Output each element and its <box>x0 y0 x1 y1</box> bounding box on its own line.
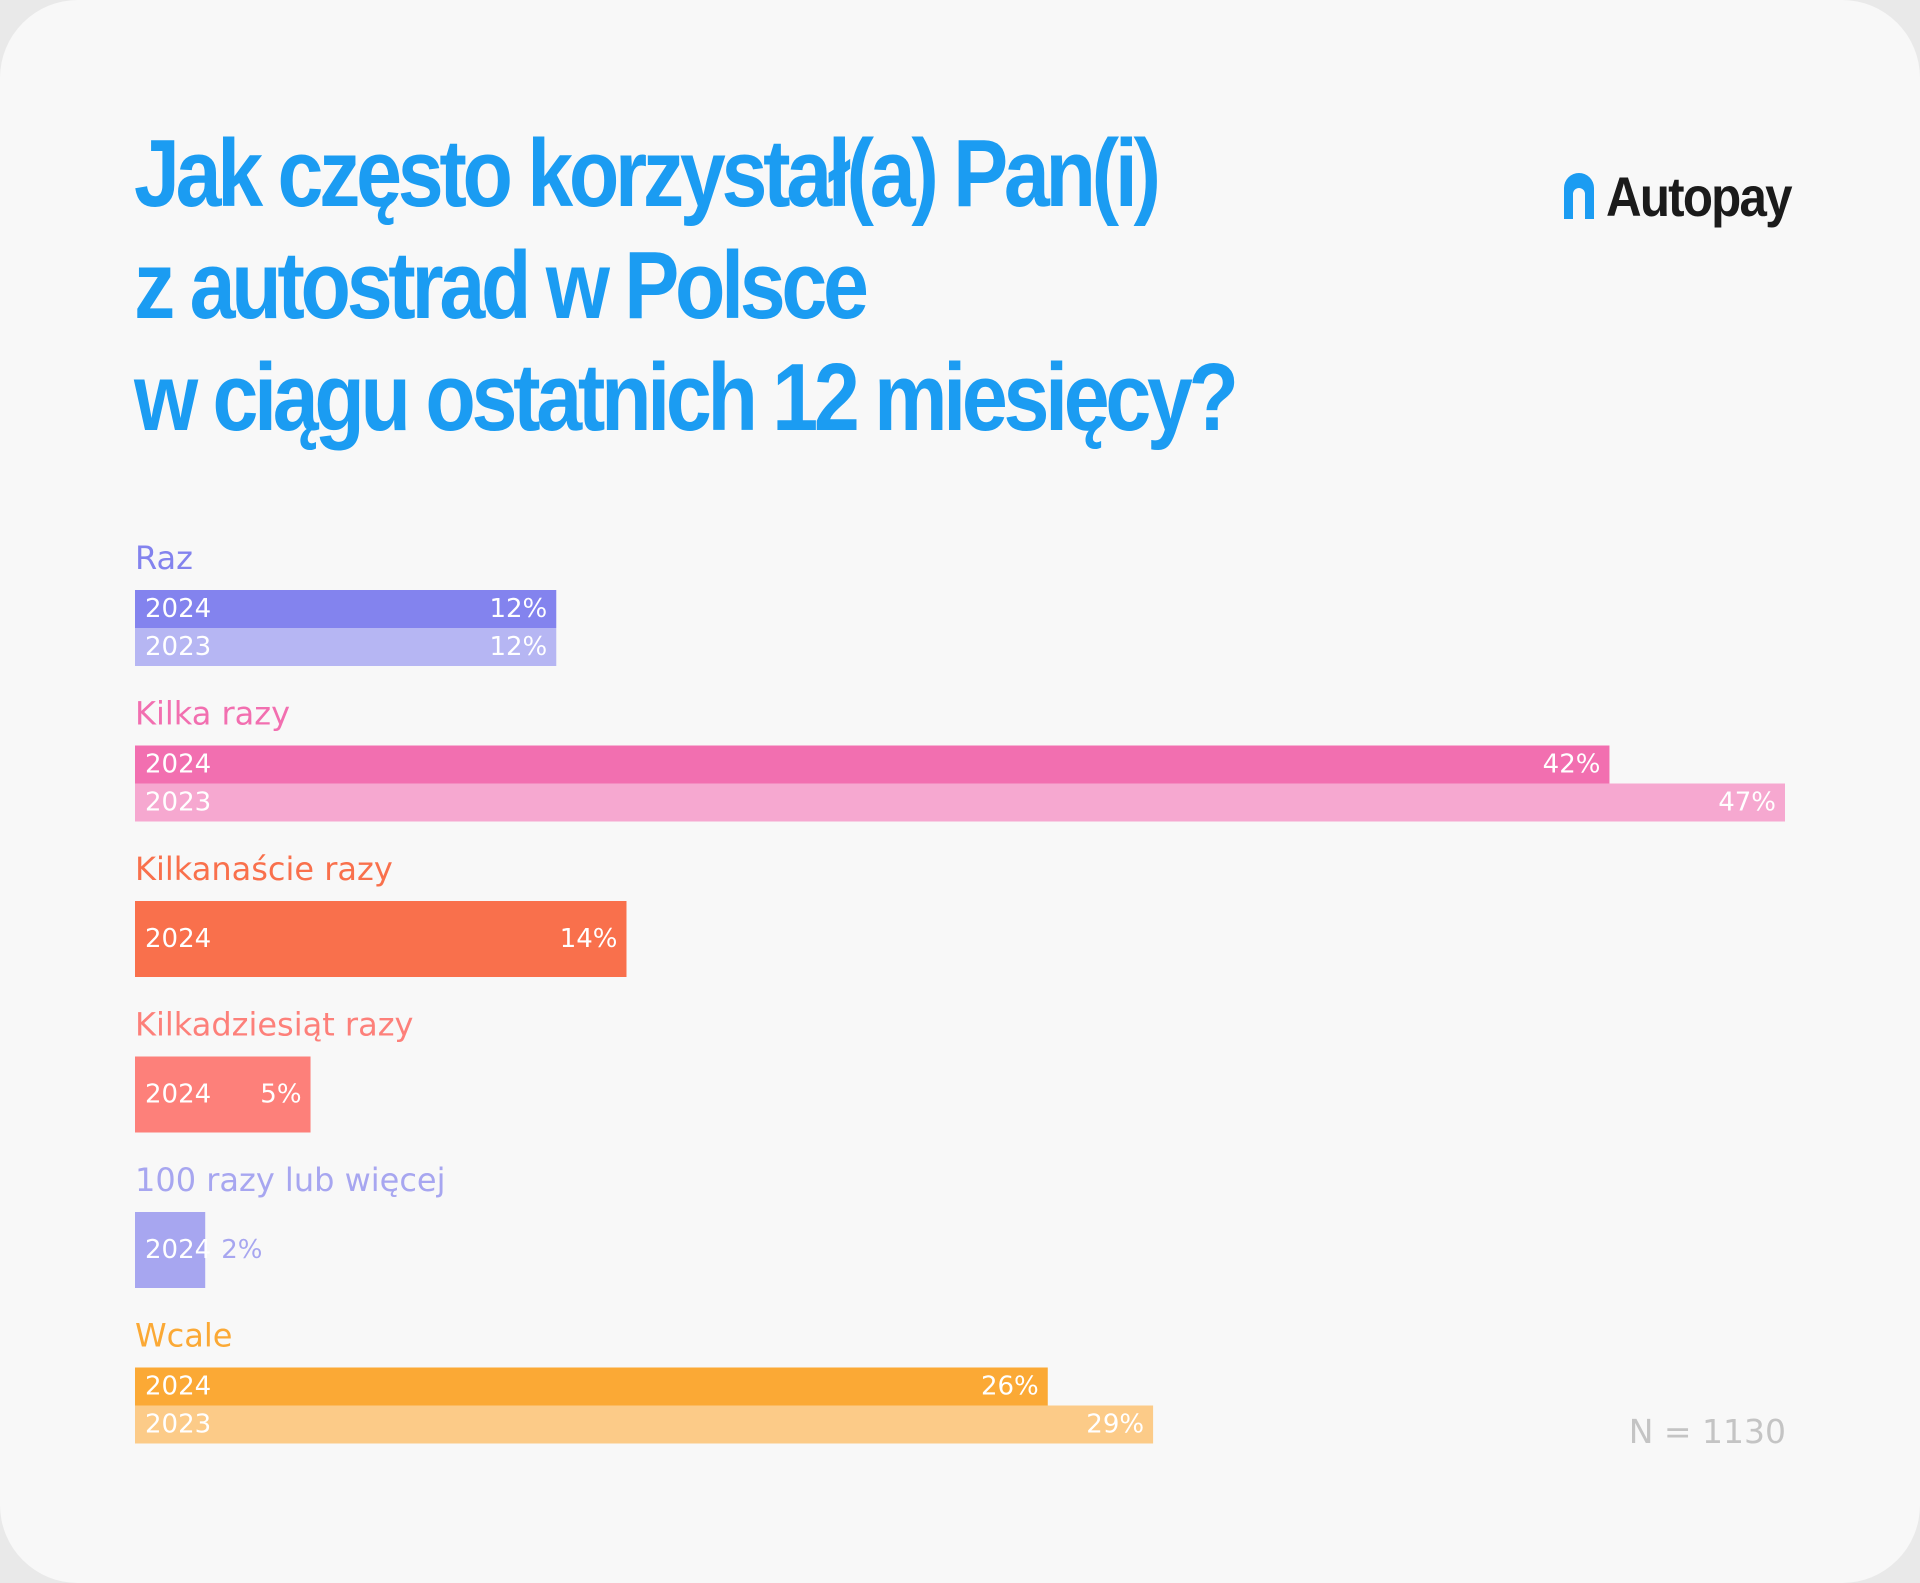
bar-value-label: 2% <box>221 1235 262 1265</box>
bar-value-label: 47% <box>1718 788 1776 818</box>
bar-2023 <box>135 783 1785 822</box>
bar-2023 <box>135 1405 1154 1444</box>
bar-2024 <box>135 590 557 628</box>
autopay-arch-icon <box>1564 173 1594 219</box>
bar-year-label: 2024 <box>145 1080 211 1110</box>
bar-value-label: 14% <box>560 924 618 954</box>
title-line: w ciągu ostatnich 12 miesięcy? <box>134 344 1239 451</box>
sample-size-label: N = 1130 <box>1628 1412 1786 1451</box>
bar-year-label: 2023 <box>145 788 211 818</box>
group-label: Kilkadziesiąt razy <box>135 1006 413 1044</box>
bar-2024 <box>135 901 627 977</box>
bar-2024 <box>135 1367 1048 1406</box>
bar-2024 <box>135 1056 311 1133</box>
bar-value-label: 26% <box>981 1372 1039 1402</box>
bar-2023 <box>135 628 557 666</box>
bar-year-label: 2024 <box>145 924 211 954</box>
bar-value-label: 29% <box>1086 1410 1144 1440</box>
group-label: Wcale <box>135 1317 232 1355</box>
bar-year-label: 2024 <box>145 1235 211 1265</box>
bar-value-label: 12% <box>489 594 547 624</box>
bar-year-label: 2024 <box>145 594 211 624</box>
title-line: Jak często korzystał(a) Pan(i) <box>134 120 1161 227</box>
group-label: Kilka razy <box>135 695 290 733</box>
bar-year-label: 2024 <box>145 750 211 780</box>
group-label: 100 razy lub więcej <box>135 1161 446 1199</box>
bar-year-label: 2023 <box>145 632 211 662</box>
bar-year-label: 2024 <box>145 1372 211 1402</box>
bar-value-label: 42% <box>1543 750 1601 780</box>
bar-value-label: 5% <box>260 1080 301 1110</box>
autopay-logo: Autopay <box>1564 164 1816 228</box>
bar-2024 <box>135 745 1610 784</box>
brand-name: Autopay <box>1606 164 1793 228</box>
group-label: Raz <box>135 539 193 577</box>
title-line: z autostrad w Polsce <box>134 232 869 339</box>
bar-value-label: 12% <box>489 632 547 662</box>
chart-title: Jak często korzystał(a) Pan(i) z autostr… <box>134 118 1239 454</box>
bar-2024 <box>135 1212 206 1288</box>
bar-year-label: 2023 <box>145 1410 211 1440</box>
group-label: Kilkanaście razy <box>135 850 393 888</box>
